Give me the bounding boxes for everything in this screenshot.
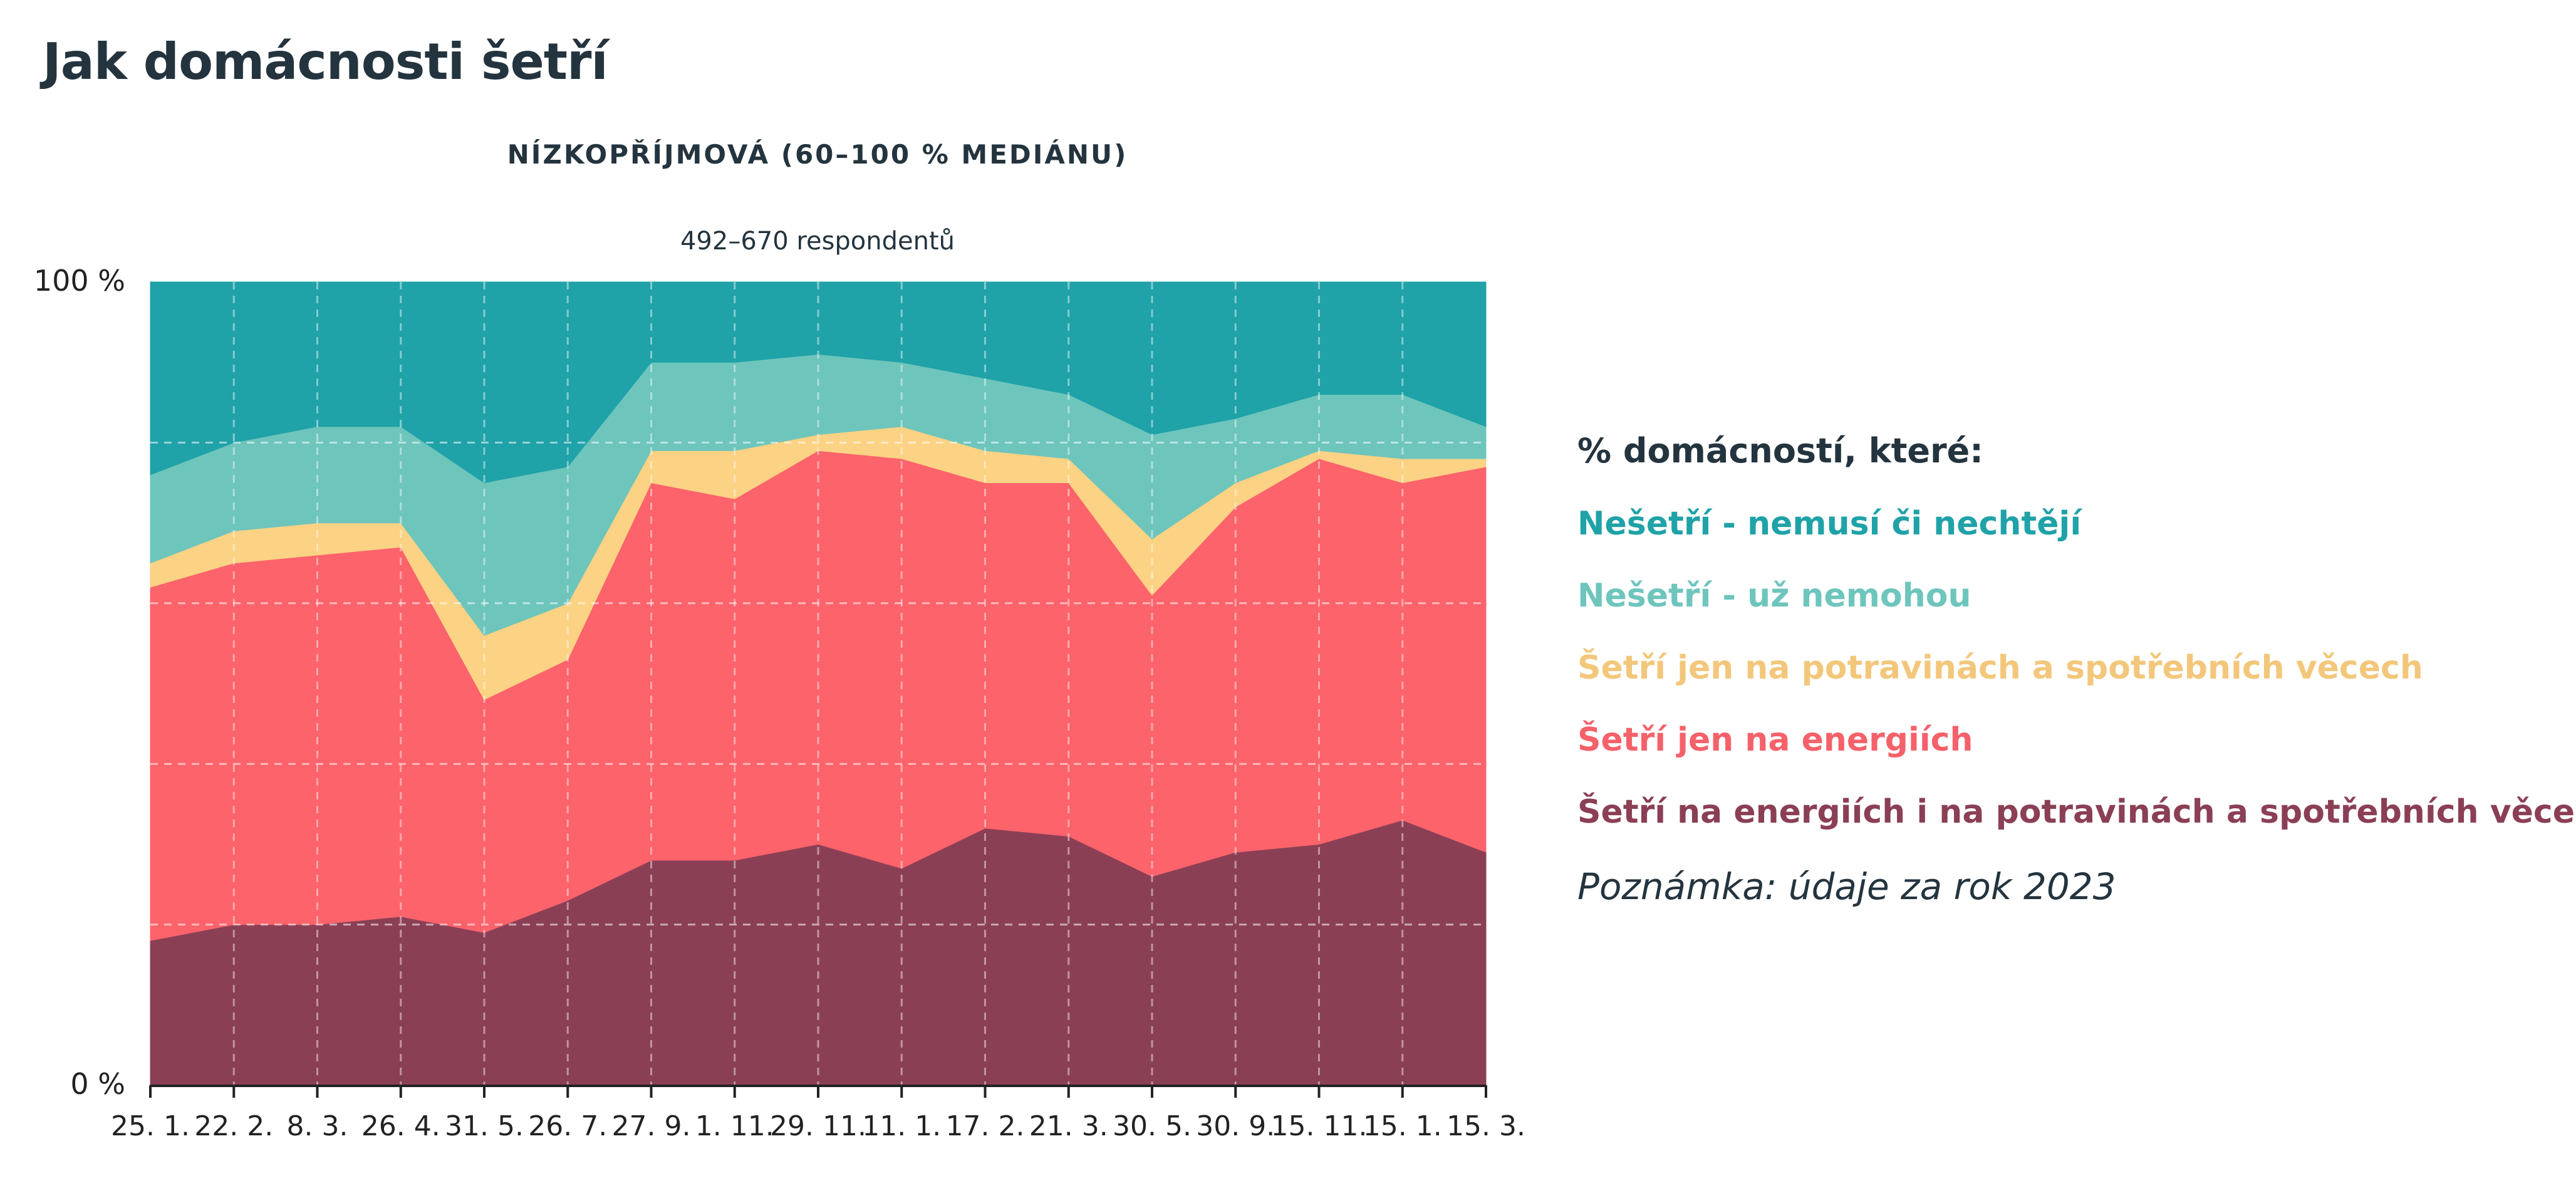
chart-title: NÍZKOPŘÍJMOVÁ (60–100 % MEDIÁNU) xyxy=(507,139,1128,170)
x-tick-label: 27. 9. xyxy=(612,1110,691,1142)
x-tick-label: 8. 3. xyxy=(287,1110,348,1142)
axis-layer: 25. 1. 22. 2. 8. 3. 26. 4. 31. 5. 26. 7. 27. 9… xyxy=(34,264,1525,1142)
x-tick-label: 22. 2. xyxy=(194,1110,273,1142)
x-tick-label: 21. 3. xyxy=(1029,1110,1108,1142)
x-tick-label: 15. 1. xyxy=(1363,1110,1442,1142)
series-area-4 xyxy=(150,281,1487,484)
x-tick-label: 15. 11. xyxy=(1271,1110,1368,1142)
x-tick-label: 26. 4. xyxy=(361,1110,440,1142)
y-tick-label-bottom: 0 % xyxy=(70,1067,125,1101)
legend-note: Poznámka: údaje za rok 2023 xyxy=(1577,865,2116,908)
x-tick-label: 11. 1. xyxy=(862,1110,941,1142)
page-title: Jak domácnosti šetří xyxy=(43,33,608,91)
x-tick-label: 17. 2. xyxy=(946,1110,1025,1142)
x-tick-label: 30. 5. xyxy=(1113,1110,1192,1142)
x-tick-label: 15. 3. xyxy=(1446,1110,1525,1142)
x-tick-label: 29. 11. xyxy=(770,1110,866,1142)
legend-item-nemusi: Nešetří - nemusí či nechtějí xyxy=(1577,505,2082,543)
x-tick-label: 25. 1. xyxy=(111,1110,190,1142)
legend-item-nemohou: Nešetří - už nemohou xyxy=(1577,577,1971,615)
legend-item-oboji: Šetří na energiích i na potravinách a sp… xyxy=(1577,793,2576,831)
legend: % domácností, které: Nešetří - nemusí či… xyxy=(1577,426,2576,908)
chart-subtitle: 492–670 respondentů xyxy=(680,227,955,256)
legend-item-energie: Šetří jen na energiích xyxy=(1577,721,1973,759)
x-tick-label: 30. 9. xyxy=(1196,1110,1275,1142)
legend-title: % domácností, které: xyxy=(1577,431,1983,471)
x-tick-label: 1. 11. xyxy=(695,1110,774,1142)
x-tick-label: 31. 5. xyxy=(445,1110,524,1142)
y-tick-label-top: 100 % xyxy=(34,264,125,298)
grid-layer xyxy=(150,282,1486,1085)
areas-layer xyxy=(150,281,1487,1086)
legend-item-potraviny: Šetří jen na potravinách a spotřebních v… xyxy=(1577,649,2423,687)
x-tick-label: 26. 7. xyxy=(528,1110,607,1142)
